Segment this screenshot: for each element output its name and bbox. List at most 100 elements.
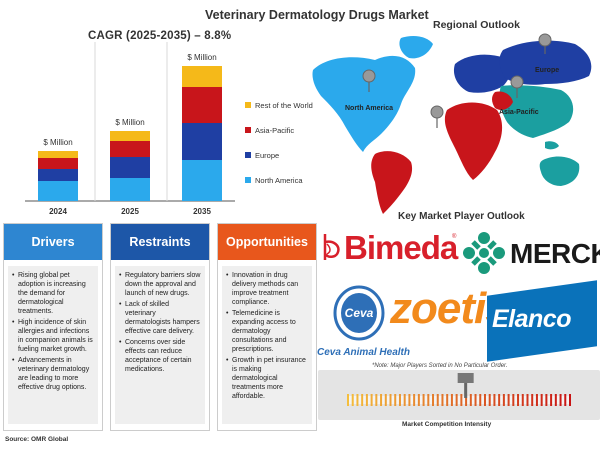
intensity-tick xyxy=(540,394,543,406)
drivers-item: Advancements in veterinary dermatology a… xyxy=(12,356,94,392)
bar-2035-europe xyxy=(182,123,222,160)
intensity-scale xyxy=(347,394,571,406)
map-marker-row xyxy=(430,105,444,128)
restraints-panel: Restraints Regulatory barriers slow down… xyxy=(110,223,210,431)
restraints-item: Lack of skilled veterinary dermatologist… xyxy=(119,300,201,336)
restraints-title: Restraints xyxy=(111,224,209,260)
bimeda-logo: Bimeda xyxy=(344,229,458,266)
map-asia-pacific xyxy=(499,85,574,138)
intensity-pointer-stem xyxy=(464,376,468,398)
source-label: Source: OMR Global xyxy=(5,436,69,443)
map-north-america xyxy=(312,55,416,152)
intensity-tick xyxy=(361,394,364,406)
restraints-item: Regulatory barriers slow down the approv… xyxy=(119,271,201,298)
key-players-title: Key Market Player Outlook xyxy=(398,211,525,222)
bar-2024-europe xyxy=(38,169,78,181)
map-label-asia-pacific: Asia-Pacific xyxy=(499,109,539,116)
intensity-tick xyxy=(483,394,486,406)
ceva-logo-mark-text: Ceva xyxy=(345,306,374,320)
bar-2024-asia-pacific xyxy=(38,158,78,169)
intensity-tick xyxy=(365,394,368,406)
intensity-tick xyxy=(535,394,538,406)
intensity-pointer xyxy=(457,373,474,398)
intensity-tick xyxy=(398,394,401,406)
intensity-label: Market Competition Intensity xyxy=(402,421,492,428)
intensity-tick xyxy=(432,394,435,406)
cagr-label: CAGR (2025-2035) – 8.8% xyxy=(88,30,232,42)
stacked-bar-chart: $ Million 2024 $ Million 2025 $ Million 2035 xyxy=(25,42,235,216)
intensity-tick xyxy=(351,394,354,406)
bar-2025-asia-pacific xyxy=(110,141,150,157)
intensity-tick xyxy=(512,394,515,406)
intensity-tick xyxy=(394,394,397,406)
bar-2035-north-america xyxy=(182,160,222,201)
map-middle-east xyxy=(492,91,513,110)
regional-outlook-title: Regional Outlook xyxy=(433,19,520,31)
intensity-tick xyxy=(380,394,383,406)
page-title: Veterinary Dermatology Drugs Market xyxy=(205,8,429,22)
map-europe xyxy=(453,54,511,93)
intensity-tick xyxy=(347,394,349,406)
bar-value-label-2025: $ Million xyxy=(115,118,144,127)
bar-value-label-2024: $ Million xyxy=(43,138,72,147)
ceva-logo-icon: Ceva xyxy=(333,285,385,341)
bimeda-registered-mark: ® xyxy=(452,234,457,240)
opportunities-body: Innovation in drug delivery methods can … xyxy=(222,266,312,424)
merck-logo: MERCK xyxy=(510,238,600,269)
opportunities-item: Growth in pet insurance is making dermat… xyxy=(226,356,308,401)
intensity-tick xyxy=(408,394,411,406)
bar-2035-asia-pacific xyxy=(182,87,222,123)
map-greenland xyxy=(399,36,433,59)
drivers-body: Rising global pet adoption is increasing… xyxy=(8,266,98,424)
competition-intensity-gauge xyxy=(318,370,600,420)
intensity-tick xyxy=(569,394,571,406)
opportunities-title: Opportunities xyxy=(218,224,316,260)
intensity-tick xyxy=(517,394,520,406)
map-russia xyxy=(499,40,592,85)
map-south-america xyxy=(371,151,413,214)
legend-item-rest-of-world: Rest of the World xyxy=(245,98,313,112)
bimeda-logo-icon xyxy=(323,234,340,260)
map-australia xyxy=(539,156,580,186)
intensity-tick xyxy=(403,394,406,406)
legend-label-europe: Europe xyxy=(255,150,280,160)
intensity-tick xyxy=(507,394,510,406)
intensity-tick xyxy=(450,394,453,406)
intensity-tick xyxy=(375,394,378,406)
world-map: North America Europe Asia-Pacific ROW xyxy=(312,33,592,214)
bar-2025-europe xyxy=(110,157,150,178)
intensity-tick xyxy=(427,394,430,406)
map-label-europe: Europe xyxy=(535,67,559,74)
intensity-tick xyxy=(370,394,373,406)
map-islands xyxy=(545,141,559,150)
intensity-pointer-cap xyxy=(457,373,474,383)
opportunities-item: Telemedicine is expanding access to derm… xyxy=(226,309,308,354)
map-africa xyxy=(444,102,503,180)
intensity-tick xyxy=(417,394,420,406)
map-marker-asia-pacific xyxy=(510,75,524,98)
legend-item-asia-pacific: Asia-Pacific xyxy=(245,123,313,137)
intensity-tick xyxy=(521,394,524,406)
intensity-tick xyxy=(465,394,468,406)
intensity-tick xyxy=(413,394,416,406)
legend-swatch-europe xyxy=(245,152,251,158)
intensity-tick xyxy=(526,394,529,406)
legend-swatch-north-america xyxy=(245,177,251,183)
map-marker-north-america xyxy=(362,69,376,92)
drivers-item: High incidence of skin allergies and inf… xyxy=(12,318,94,354)
legend-label-asia-pacific: Asia-Pacific xyxy=(255,125,295,135)
opportunities-item: Innovation in drug delivery methods can … xyxy=(226,271,308,307)
intensity-tick xyxy=(554,394,557,406)
intensity-tick xyxy=(545,394,548,406)
intensity-tick xyxy=(460,394,463,406)
legend-label-rest-of-world: Rest of the World xyxy=(255,100,313,110)
x-tick-label-2025: 2025 xyxy=(121,207,139,216)
chart-legend: Rest of the World Asia-Pacific Europe No… xyxy=(245,98,313,198)
legend-swatch-rest-of-world xyxy=(245,102,251,108)
intensity-tick xyxy=(564,394,567,406)
intensity-tick xyxy=(446,394,449,406)
bar-2025-north-america xyxy=(110,178,150,201)
opportunities-panel: Opportunities Innovation in drug deliver… xyxy=(217,223,317,431)
intensity-tick xyxy=(502,394,505,406)
intensity-tick xyxy=(455,394,458,406)
